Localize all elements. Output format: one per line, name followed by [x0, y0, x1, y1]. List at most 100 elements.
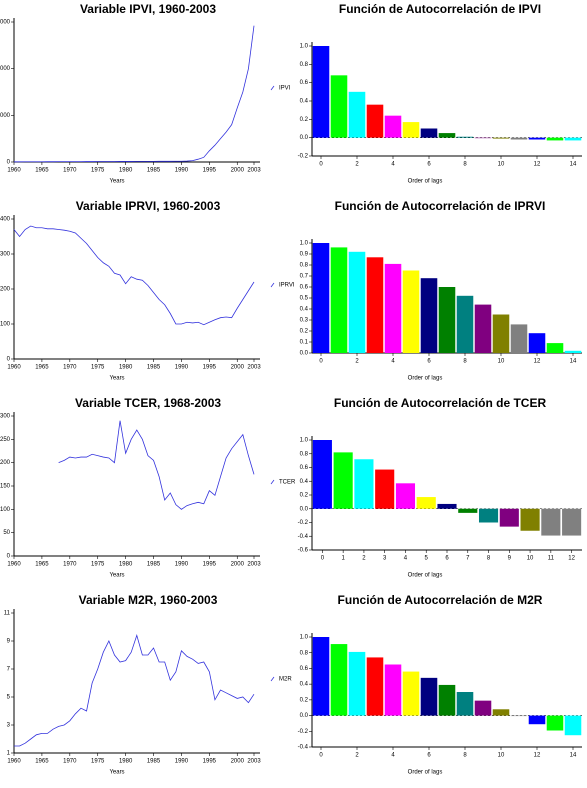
x-tick-label: 2000 [231, 759, 245, 765]
x-tick-label: 2000 [231, 365, 245, 371]
bar [402, 671, 420, 716]
bar [474, 137, 492, 139]
x-tick-label: 14 [570, 359, 577, 365]
y-tick-label: 0.6 [300, 80, 309, 86]
chart-title: Variable M2R, 1960-2003 [79, 593, 218, 607]
y-tick-label: 0.2 [300, 697, 309, 703]
y-tick-label: 1.0 [300, 241, 309, 247]
y-tick-label: 0.2 [300, 329, 309, 335]
x-axis-label: Order of lags [408, 376, 443, 382]
x-axis-label: Order of lags [408, 179, 443, 185]
bar [402, 122, 420, 138]
y-tick-label: 0.6 [300, 666, 309, 672]
x-tick-label: 10 [498, 162, 505, 168]
x-tick-label: 1985 [147, 759, 161, 765]
y-tick-label: 300 [0, 252, 11, 258]
legend-swatch [270, 479, 275, 485]
bar [348, 91, 366, 138]
y-tick-label: 0 [7, 160, 11, 166]
chart-title: Variable IPVI, 1960-2003 [80, 2, 216, 16]
x-tick-label: 10 [498, 359, 505, 365]
x-tick-label: 1980 [119, 168, 133, 174]
y-tick-label: 0.8 [300, 263, 309, 269]
y-tick-label: 0.3 [300, 318, 309, 324]
x-tick-label: 14 [570, 753, 577, 759]
x-tick-label: 12 [568, 556, 575, 562]
bar [366, 257, 384, 353]
bar [562, 508, 582, 536]
y-tick-label: 0.6 [300, 465, 309, 471]
y-tick-label: 0.8 [300, 62, 309, 68]
y-tick-label: 0.4 [300, 99, 309, 105]
x-tick-label: 1970 [63, 365, 77, 371]
x-tick-label: 1965 [35, 759, 49, 765]
x-tick-label: 0 [319, 359, 323, 365]
x-tick-label: 8 [463, 753, 467, 759]
bar [520, 508, 540, 531]
x-tick-label: 1965 [35, 562, 49, 568]
x-axis-label: Years [109, 770, 124, 776]
y-tick-label: 10000 [0, 66, 11, 72]
x-tick-label: 12 [534, 359, 541, 365]
x-tick-label: 8 [463, 359, 467, 365]
y-tick-label: 0.4 [300, 479, 309, 485]
bar [510, 137, 528, 140]
y-tick-label: 100 [0, 507, 11, 513]
y-tick-label: 100 [0, 322, 11, 328]
x-tick-label: 2 [355, 753, 359, 759]
x-tick-label: 1995 [203, 168, 217, 174]
y-tick-label: 0.8 [300, 650, 309, 656]
legend-swatch [270, 85, 275, 91]
x-tick-label: 1965 [35, 168, 49, 174]
x-tick-label: 1980 [119, 759, 133, 765]
bar [528, 137, 546, 140]
bar [348, 651, 366, 716]
x-tick-label: 6 [427, 359, 431, 365]
chart-title: Función de Autocorrelación de IPVI [339, 2, 541, 16]
legend-label: IPRVI [279, 283, 295, 289]
bar [541, 508, 561, 536]
x-tick-label: 1 [341, 556, 345, 562]
x-tick-label: 1985 [147, 168, 161, 174]
bar [564, 350, 582, 353]
x-tick-label: 1970 [63, 168, 77, 174]
bar [438, 684, 456, 716]
x-tick-label: 1975 [91, 168, 105, 174]
bar [330, 644, 348, 716]
bar [420, 128, 438, 138]
series-line [13, 25, 255, 163]
x-tick-label: 1980 [119, 365, 133, 371]
chart-title: Variable TCER, 1968-2003 [75, 396, 221, 410]
x-tick-label: 8 [463, 162, 467, 168]
y-tick-label: 50 [3, 530, 10, 536]
x-tick-label: 2 [355, 162, 359, 168]
x-tick-label: 4 [391, 162, 395, 168]
x-tick-label: 2003 [247, 759, 261, 765]
bar [564, 715, 582, 736]
x-tick-label: 1975 [91, 562, 105, 568]
bar [456, 692, 474, 716]
bar [312, 637, 330, 716]
x-tick-label: 1990 [175, 168, 189, 174]
y-tick-label: -0.2 [298, 729, 309, 735]
bar [384, 115, 402, 138]
x-tick-label: 9 [508, 556, 512, 562]
x-tick-label: 1970 [63, 562, 77, 568]
bar [458, 508, 478, 513]
y-tick-label: 0.0 [300, 135, 309, 141]
x-tick-label: 7 [466, 556, 470, 562]
y-tick-label: 0.7 [300, 274, 309, 280]
y-tick-label: 400 [0, 217, 11, 223]
y-tick-label: 300 [0, 414, 11, 420]
y-tick-label: 5 [7, 695, 11, 701]
y-tick-label: 0.2 [300, 493, 309, 499]
bar [420, 278, 438, 353]
x-tick-label: 1985 [147, 562, 161, 568]
x-tick-label: 2000 [231, 168, 245, 174]
bar [354, 459, 374, 509]
series-line [14, 634, 255, 747]
y-tick-label: 150 [0, 484, 11, 490]
bar [348, 251, 366, 353]
x-tick-label: 2003 [247, 365, 261, 371]
bar [510, 715, 528, 717]
